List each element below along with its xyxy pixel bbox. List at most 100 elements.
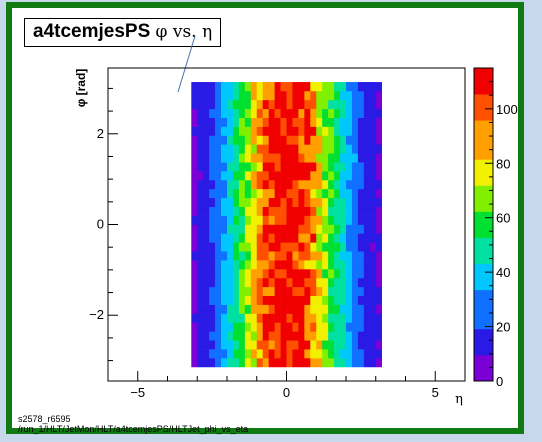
heatmap-cell [357,215,365,225]
heatmap-cell [304,188,311,199]
heatmap-cell [292,135,299,145]
heatmap-cell [357,331,365,341]
heatmap-cell [256,340,263,350]
heatmap-cell [304,206,311,216]
heatmap-cell [250,171,258,181]
heatmap-cell [369,179,377,190]
heatmap-cell [197,162,204,172]
heatmap-cell [357,117,365,127]
heatmap-cell [197,90,204,101]
heatmap-cell [244,135,252,145]
heatmap-cell [268,90,275,101]
heatmap-cell [262,144,269,154]
heatmap-cell [227,233,234,243]
heatmap-cell [221,82,228,92]
heatmap-cell [280,117,287,127]
heatmap-cell [357,340,365,350]
heatmap-cell [250,215,258,225]
heatmap-cell [351,144,359,154]
heatmap-cell [286,179,293,190]
heatmap-cell [203,260,210,270]
heatmap-cell [328,260,335,270]
heatmap-cell [304,126,311,136]
heatmap-cell [262,358,269,368]
heatmap-cell [238,322,246,332]
heatmap-cell [274,144,281,154]
y-axis-ticks: −2 0 2 [89,87,118,362]
heatmap-cell [250,90,258,101]
heatmap-cell [244,260,252,270]
heatmap-cell [262,313,269,323]
heatmap-cell [369,251,377,261]
heatmap-cell [250,260,258,270]
heatmap-cell [322,277,329,288]
heatmap-cell [256,179,263,190]
heatmap-cell [369,313,377,323]
heatmap-cell [215,313,222,323]
heatmap-cell [298,135,305,145]
heatmap-cell [274,179,281,190]
heatmap-cell [292,349,299,359]
heatmap-cell [340,135,347,145]
heatmap-cell [357,206,365,216]
heatmap-cell [334,242,341,252]
title-pointer-line [177,35,196,93]
heatmap-cell [232,286,240,297]
heatmap-cell [256,322,263,332]
heatmap-cell [310,99,317,110]
heatmap-cell [191,269,198,279]
heatmap-cell [191,286,198,297]
heatmap-cell [274,295,281,305]
x-tick-label: −5 [130,385,145,400]
heatmap-cell [215,126,222,136]
heatmap-cell [298,242,305,252]
heatmap-cell [286,322,293,332]
heatmap-cell [244,90,252,101]
heatmap-cell [351,82,359,92]
heatmap-cell [369,349,377,359]
heatmap-cell [357,233,365,243]
heatmap-cell [304,349,311,359]
heatmap-cell [292,171,299,181]
heatmap-cell [304,162,311,172]
heatmap-cell [244,340,252,350]
heatmap-cell [203,224,210,234]
heatmap-cell [238,206,246,216]
heatmap-cell [351,126,359,136]
heatmap-cell [298,233,305,243]
heatmap-cell [209,197,216,207]
heatmap-cell [197,224,204,234]
heatmap-cell [363,90,371,101]
heatmap-cell [292,251,299,261]
heatmap-cell [197,313,204,323]
heatmap-cell [334,179,341,190]
heatmap-cell [310,358,317,368]
heatmap-cell [357,349,365,359]
heatmap-cell [363,224,371,234]
heatmap-cell [256,277,263,288]
heatmap-cell [369,215,377,225]
heatmap-cell [268,304,275,314]
colorbar-segment [474,146,493,160]
heatmap-cell [363,349,371,359]
heatmap-cell [191,242,198,252]
heatmap-cell [262,82,269,92]
heatmap-cell [363,304,371,314]
heatmap-cell [357,277,365,288]
heatmap-cell [262,108,269,118]
heatmap-cell [340,331,347,341]
heatmap-cell [244,286,252,297]
heatmap-cell [232,144,240,154]
heatmap-cell [209,277,216,288]
heatmap-cell [197,304,204,314]
heatmap-cell [238,135,246,145]
heatmap-cell [227,162,234,172]
colorbar-tick-label: 60 [496,211,510,226]
heatmap-cell [238,108,246,118]
heatmap-cell [197,126,204,136]
heatmap-cell [351,322,359,332]
heatmap-cell [227,358,234,368]
heatmap-cell [209,171,216,181]
heatmap-cell [221,162,228,172]
heatmap-cell [363,135,371,145]
